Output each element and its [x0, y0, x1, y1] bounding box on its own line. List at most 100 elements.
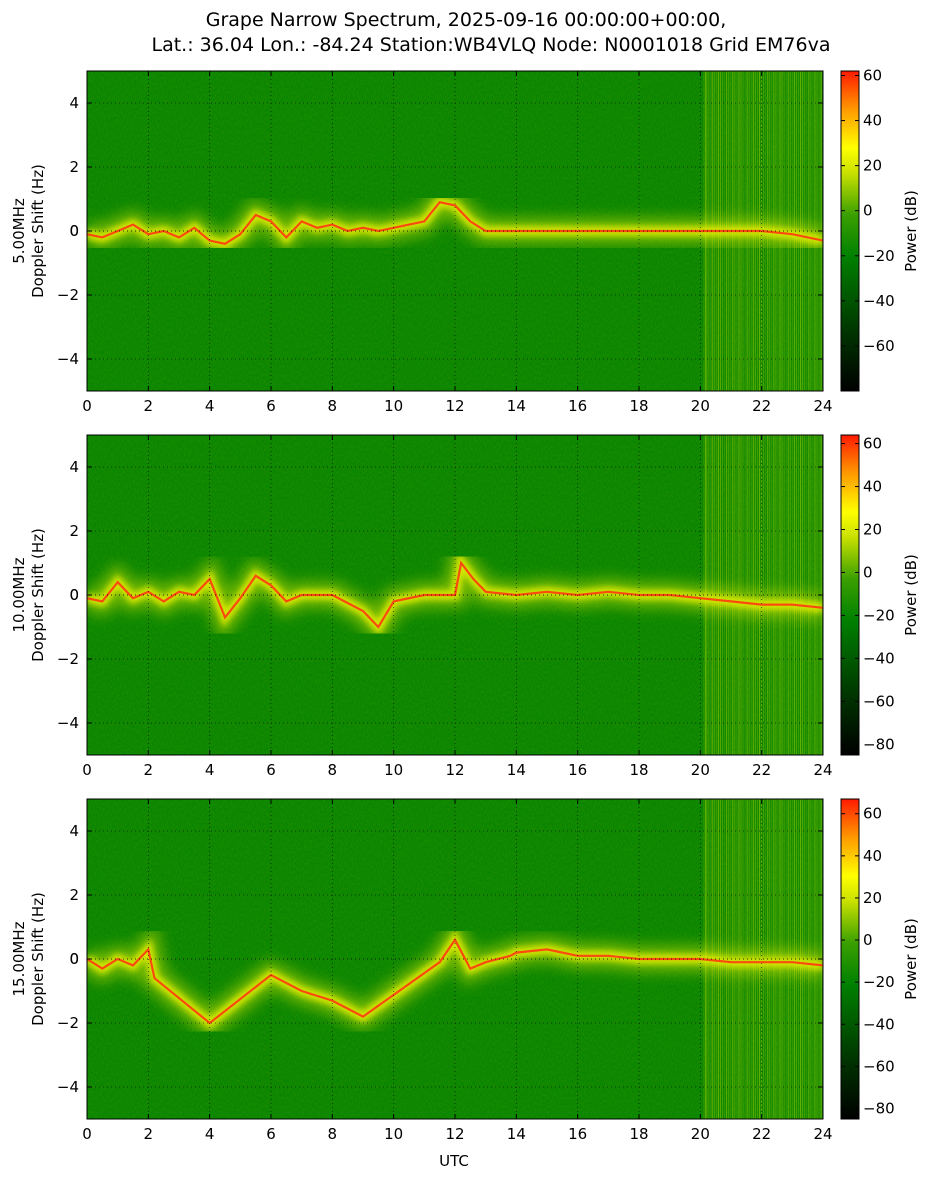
colorbar-tick-label: 40 [863, 112, 882, 130]
colorbar-tick-label: 0 [863, 202, 873, 220]
x-tick-label: 8 [328, 397, 338, 415]
x-tick-label: 22 [752, 761, 771, 779]
x-tick-label: 22 [752, 1125, 771, 1143]
y-tick-label: −2 [57, 286, 79, 304]
colorbar-tick-label: 60 [863, 435, 882, 453]
colorbar-tick-label: 40 [863, 478, 882, 496]
x-tick-label: 8 [328, 1125, 338, 1143]
y-tick-label: −4 [57, 1078, 79, 1096]
y-tick-label: −2 [57, 650, 79, 668]
x-tick-label: 24 [813, 397, 832, 415]
colorbar-tick-label: 40 [863, 847, 882, 865]
x-tick-label: 0 [82, 1125, 92, 1143]
x-tick-label: 10 [384, 761, 403, 779]
x-tick-label: 2 [144, 1125, 154, 1143]
colorbar-tick-label: −40 [863, 1015, 895, 1033]
y-tick-label: 0 [69, 222, 79, 240]
colorbar-tick-label: 20 [863, 520, 882, 538]
x-tick-label: 14 [507, 397, 526, 415]
y-tick-label: 0 [69, 586, 79, 604]
x-tick-label: 18 [629, 1125, 648, 1143]
x-tick-label: 16 [568, 1125, 587, 1143]
colorbar [841, 799, 859, 1119]
band-label: 10.00MHz [10, 557, 28, 632]
colorbar-frame [840, 70, 860, 392]
x-tick-label: 16 [568, 397, 587, 415]
y-tick-label: 2 [69, 886, 79, 904]
x-tick-label: 4 [205, 761, 215, 779]
figure-title-line-1: Grape Narrow Spectrum, 2025-09-16 00:00:… [206, 9, 727, 31]
y-axis-label: Doppler Shift (Hz) [29, 164, 47, 298]
x-tick-label: 12 [445, 1125, 464, 1143]
x-tick-label: 24 [813, 761, 832, 779]
colorbar-tick-label: −20 [863, 606, 895, 624]
y-tick-label: 0 [69, 950, 79, 968]
x-tick-label: 20 [691, 761, 710, 779]
colorbar-tick-label: 60 [863, 67, 882, 85]
colorbar [841, 435, 859, 755]
band-label: 5.00MHz [10, 198, 28, 264]
x-axis-label: UTC [439, 1152, 469, 1170]
y-tick-label: 0 [69, 950, 79, 968]
colorbar-tick-label: 0 [863, 563, 873, 581]
y-tick-label: 4 [69, 94, 79, 112]
x-tick-label: 4 [205, 397, 215, 415]
y-tick-label: 4 [69, 822, 79, 840]
x-tick-label: 12 [445, 397, 464, 415]
doppler-trace-line [87, 937, 823, 1025]
band-label: 15.00MHz [10, 921, 28, 996]
x-tick-label: 20 [691, 1125, 710, 1143]
doppler-trace-line [87, 560, 823, 629]
x-tick-label: 6 [266, 397, 276, 415]
y-tick-label: −4 [57, 350, 79, 368]
x-tick-label: 14 [507, 1125, 526, 1143]
y-tick-label: 0 [69, 586, 79, 604]
colorbar-tick-label: −60 [863, 1057, 895, 1075]
x-tick-label: 18 [629, 761, 648, 779]
colorbar-tick-label: −80 [863, 735, 895, 753]
x-tick-label: 0 [82, 761, 92, 779]
x-tick-label: 6 [266, 761, 276, 779]
colorbar [841, 71, 859, 391]
colorbar-tick-label: −40 [863, 292, 895, 310]
y-tick-label: 4 [69, 458, 79, 476]
x-tick-label: 6 [266, 1125, 276, 1143]
figure-title-line-2: Lat.: 36.04 Lon.: -84.24 Station:WB4VLQ … [152, 34, 831, 56]
colorbar-tick-label: −40 [863, 649, 895, 667]
colorbar-tick-label: −60 [863, 692, 895, 710]
colorbar-tick-label: 0 [863, 931, 873, 949]
colorbar-frame [840, 434, 860, 756]
colorbar-label: Power (dB) [902, 918, 920, 1000]
y-tick-label: 0 [69, 222, 79, 240]
colorbar-label: Power (dB) [902, 554, 920, 636]
x-tick-label: 16 [568, 761, 587, 779]
x-tick-label: 14 [507, 761, 526, 779]
colorbar-tick-label: −20 [863, 973, 895, 991]
colorbar-tick-label: −80 [863, 1099, 895, 1117]
y-tick-label: −2 [57, 1014, 79, 1032]
x-tick-label: 0 [82, 397, 92, 415]
colorbar-tick-label: 20 [863, 157, 882, 175]
x-tick-label: 10 [384, 397, 403, 415]
colorbar-tick-label: −60 [863, 337, 895, 355]
x-tick-label: 2 [144, 397, 154, 415]
colorbar-tick-label: −20 [863, 247, 895, 265]
x-tick-label: 18 [629, 397, 648, 415]
y-axis-label: Doppler Shift (Hz) [29, 892, 47, 1026]
colorbar-label: Power (dB) [902, 190, 920, 272]
x-tick-label: 12 [445, 761, 464, 779]
x-tick-label: 2 [144, 761, 154, 779]
y-tick-label: −4 [57, 714, 79, 732]
x-tick-label: 8 [328, 761, 338, 779]
y-axis-label: Doppler Shift (Hz) [29, 528, 47, 662]
x-tick-label: 4 [205, 1125, 215, 1143]
colorbar-tick-label: 20 [863, 889, 882, 907]
colorbar-tick-label: 60 [863, 805, 882, 823]
x-tick-label: 24 [813, 1125, 832, 1143]
colorbar-frame [840, 798, 860, 1120]
